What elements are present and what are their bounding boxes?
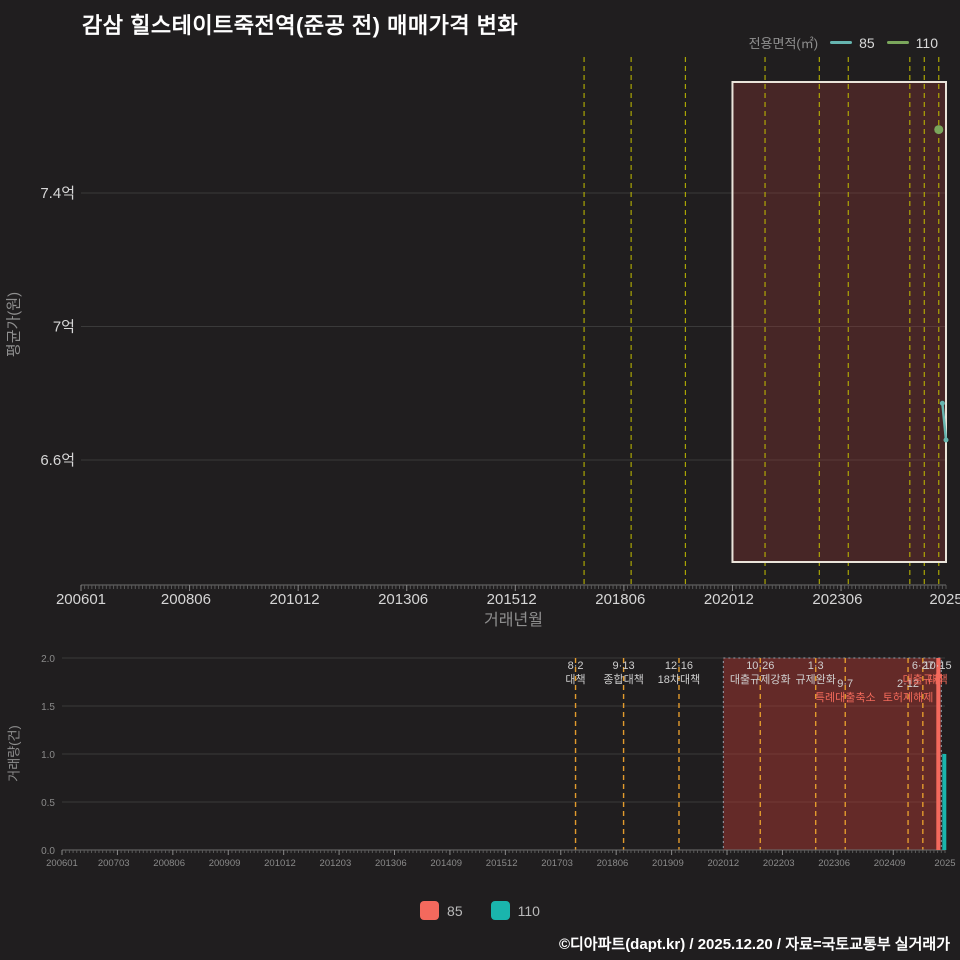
volume-x-tick-label: 201703 <box>541 858 573 869</box>
price-point-85[interactable] <box>939 400 945 406</box>
price-y-tick-label: 6.6억 <box>40 452 75 469</box>
volume-legend-item-110[interactable]: 110 <box>490 901 540 920</box>
policy-annotation-date: 8·2 <box>568 660 584 672</box>
volume-x-tick-label: 200806 <box>153 858 185 869</box>
area-legend-item-110[interactable]: 110 <box>886 34 938 51</box>
volume-x-tick-label: 201409 <box>430 858 462 869</box>
volume-x-tick-label: 201806 <box>597 858 629 869</box>
area-legend-item-label: 110 <box>915 34 938 51</box>
volume-y-tick-label: 1.0 <box>41 750 55 761</box>
volume-legend: 85 110 <box>0 901 960 920</box>
page-title: 감삼 힐스테이트죽전역(준공 전) 매매가격 변화 <box>82 13 519 38</box>
volume-x-tick-label: 201909 <box>652 858 684 869</box>
price-x-tick-label: 2025 <box>929 591 960 608</box>
area-legend: 전용면적(㎡) 85 110 <box>749 33 938 52</box>
policy-annotation-date: 2·12 <box>897 678 919 690</box>
price-x-tick-label: 201306 <box>378 591 428 608</box>
policy-annotation-date: 1·3 <box>808 660 824 672</box>
volume-x-tick-label: 202012 <box>707 858 739 869</box>
volume-x-tick-label: 200601 <box>46 858 78 869</box>
price-x-tick-label: 201512 <box>487 591 537 608</box>
price-x-tick-label: 200601 <box>56 591 106 608</box>
price-x-tick-label: 202306 <box>812 591 862 608</box>
highlight-border-price <box>731 81 947 563</box>
legend-line-icon <box>886 41 909 44</box>
volume-x-tick-label: 201512 <box>486 858 518 869</box>
volume-y-tick-label: 0.5 <box>41 798 55 809</box>
price-x-tick-label: 201806 <box>595 591 645 608</box>
area-legend-item-label: 85 <box>859 34 875 51</box>
attribution-footer: ©디아파트(dapt.kr) / 2025.12.20 / 자료=국토교통부 실… <box>558 936 950 953</box>
price-x-tick-label: 201012 <box>270 591 320 608</box>
policy-annotation-label: 대출규제 <box>903 673 943 686</box>
price-line-85 <box>941 403 948 441</box>
policy-annotation-date: 6·27 <box>912 660 934 672</box>
policy-annotation-label: 규제완화 <box>795 673 835 686</box>
volume-x-tick-label: 201203 <box>320 858 352 869</box>
volume-bar-110[interactable] <box>942 754 947 850</box>
policy-annotation-label: 토허제해제 <box>883 690 934 704</box>
policy-annotation-date: 9·7 <box>837 678 853 690</box>
area-legend-item-85[interactable]: 85 <box>830 35 875 51</box>
policy-annotation-date: 9·13 <box>613 660 635 672</box>
policy-annotation-date: 10·15 <box>924 660 952 672</box>
price-point-85[interactable] <box>943 437 949 443</box>
legend-swatch-icon <box>420 901 440 920</box>
price-point-110[interactable] <box>934 125 944 135</box>
policy-annotation-label: 특례대출축소 <box>815 691 876 704</box>
volume-x-tick-label: 201306 <box>375 858 407 869</box>
price-y-tick-label: 7.4억 <box>40 185 75 202</box>
price-y-tick-label: 7억 <box>53 319 75 336</box>
policy-annotation-date: 10·26 <box>746 660 774 672</box>
volume-y-tick-label: 2.0 <box>41 654 55 665</box>
volume-legend-item-85[interactable]: 85 <box>420 901 463 920</box>
volume-x-tick-label: 202409 <box>874 858 906 869</box>
policy-annotation-label: 종합대책 <box>603 673 643 686</box>
volume-x-tick-label: 200703 <box>98 858 130 869</box>
area-legend-label: 전용면적(㎡) <box>748 36 819 51</box>
price-x-axis-title: 거래년월 <box>484 612 543 629</box>
volume-x-tick-label: 200909 <box>209 858 241 869</box>
policy-annotation-label: 대출규제강화 <box>730 673 791 686</box>
volume-legend-item-label: 110 <box>517 902 540 919</box>
highlight-region-price <box>732 82 946 562</box>
policy-annotation-date: 12·16 <box>665 660 693 672</box>
price-x-tick-label: 202012 <box>704 591 754 608</box>
volume-legend-item-label: 85 <box>447 902 463 919</box>
policy-annotation-label: 대책 <box>565 673 585 686</box>
legend-line-icon <box>830 41 853 44</box>
policy-annotation-label: 대책 <box>927 673 947 686</box>
volume-y-tick-label: 0.0 <box>41 846 55 857</box>
volume-x-tick-label: 202203 <box>763 858 795 869</box>
legend-swatch-icon <box>490 901 510 920</box>
price-x-tick-label: 200806 <box>161 591 211 608</box>
volume-x-tick-label: 202306 <box>818 858 850 869</box>
volume-bar-85[interactable] <box>936 658 941 850</box>
volume-y-tick-label: 1.5 <box>41 702 55 713</box>
policy-annotation-label: 18차대책 <box>658 673 701 686</box>
volume-x-tick-label: 2025 <box>934 858 955 869</box>
volume-x-tick-label: 201012 <box>264 858 296 869</box>
